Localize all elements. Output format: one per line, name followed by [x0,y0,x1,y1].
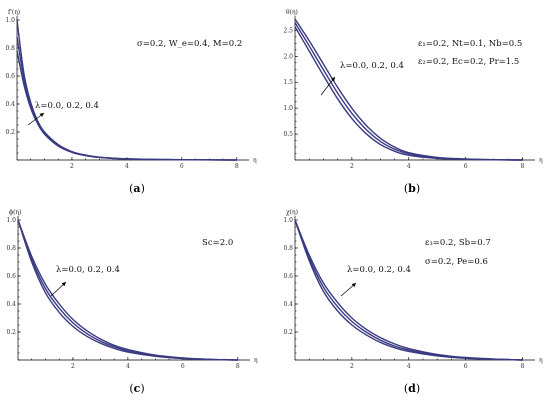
x-tick-label: 6 [180,163,184,170]
y-tick-label: 0.6 [283,273,293,280]
y-tick-label: 1.0 [283,105,293,112]
y-tick-label: 0.4 [6,301,16,308]
panel-d: 0.2 0.4 0.6 0.8 1.0 2 4 6 8 χ(η) η ε₃=0.2, Sb=0.7 σ=… [275,204,550,407]
y-tick-label: 0.4 [283,301,293,308]
panel-b: 0.5 1.0 1.5 2.0 2.5 2 4 6 8 θ(η) η ε₁=0.2, Nt=0.1, … [275,0,550,203]
x-tick-label: 4 [407,363,411,370]
x-tick-label: 6 [464,163,468,170]
chart-c: 0.2 0.4 0.6 0.8 1.0 2 4 6 8 ϕ(η) η Sc=2.0 λ=0.0, 0.2… [6,209,258,395]
arrow-head [61,282,66,287]
x-tick-label: 2 [70,163,74,170]
y-tick-label: 0.5 [283,131,293,138]
y-tick-label: 1.5 [283,79,293,86]
series-line-2 [294,26,523,161]
y-tick-label: 0.2 [283,329,293,336]
y-tick-label: 0.6 [5,73,15,80]
x-tick-label: 6 [464,363,468,370]
lambda-label: λ=0.0, 0.2, 0.4 [347,265,411,275]
x-axis-label: η [539,157,543,164]
x-tick-label: 4 [125,163,129,170]
x-axis-label: η [539,357,543,364]
series-line-1 [16,36,237,161]
y-tick-label: 1.0 [283,217,293,224]
parameter-annotation: Sc=2.0 [202,238,233,248]
x-tick-label: 4 [407,163,411,170]
y-tick-label: 0.8 [5,45,15,52]
series-line-2 [17,219,238,361]
panel-letter: (c) [129,382,144,395]
panel-c: 0.2 0.4 0.6 0.8 1.0 2 4 6 8 ϕ(η) η Sc=2.0 λ=0.0, 0.2… [0,204,275,407]
panel-letter: (d) [404,382,420,395]
y-tick-label: 1.0 [5,17,15,24]
y-tick-label: 0.2 [5,129,15,136]
panel-letter: (b) [404,182,420,195]
parameter-annotation: ε₁=0.2, Nt=0.1, Nb=0.5 [418,39,522,49]
y-axis-label: θ(η) [286,9,298,16]
y-tick-label: 2.5 [283,27,293,34]
x-tick-label: 8 [235,163,239,170]
series-line-2 [16,50,237,161]
arrow-head [39,113,44,117]
y-axis-label: ϕ(η) [9,209,21,216]
x-tick-label: 8 [236,363,240,370]
y-tick-label: 1.0 [6,217,16,224]
x-axis-label: η [253,157,257,164]
lambda-label: λ=0.0, 0.2, 0.4 [340,61,404,71]
y-tick-label: 2.0 [283,53,293,60]
x-tick-label: 2 [350,363,354,370]
chart-b: 0.5 1.0 1.5 2.0 2.5 2 4 6 8 θ(η) η ε₁=0.2, Nt=0.1, … [283,9,543,195]
x-tick-label: 8 [521,363,525,370]
chart-d: 0.2 0.4 0.6 0.8 1.0 2 4 6 8 χ(η) η ε₃=0.2, Sb=0.7 σ=… [283,209,543,395]
arrow-head [330,77,335,82]
y-axis-label: f'(η) [8,9,20,16]
y-tick-label: 0.4 [5,101,15,108]
lambda-label: λ=0.0, 0.2, 0.4 [35,101,99,111]
arrow-head [351,283,356,288]
panel-letter: (a) [129,182,145,195]
parameter-annotation: ε₃=0.2, Sb=0.7 [425,238,491,248]
panel-a: 0.2 0.4 0.6 0.8 1.0 2 4 6 8 f'(η) η σ=0.2, W_e=0.4,… [0,0,275,203]
y-tick-label: 0.8 [6,245,16,252]
x-tick-label: 8 [521,163,525,170]
y-tick-label: 0.6 [6,273,16,280]
chart-a: 0.2 0.4 0.6 0.8 1.0 2 4 6 8 f'(η) η σ=0.2, W_e=0.4,… [5,9,257,195]
y-tick-label: 0.8 [283,245,293,252]
y-tick-label: 0.2 [6,329,16,336]
x-tick-label: 6 [181,363,185,370]
lambda-label: λ=0.0, 0.2, 0.4 [56,265,120,275]
parameter-annotation: σ=0.2, Pe=0.6 [425,257,488,267]
x-axis-label: η [254,357,258,364]
y-axis-label: χ(η) [286,209,298,216]
parameter-annotation: σ=0.2, W_e=0.4, M=0.2 [137,39,242,49]
series-line-2 [294,219,523,361]
x-tick-label: 4 [126,363,130,370]
x-tick-label: 2 [350,163,354,170]
x-tick-label: 2 [71,363,75,370]
parameter-annotation: ε₂=0.2, Ec=0.2, Pr=1.5 [418,57,519,67]
